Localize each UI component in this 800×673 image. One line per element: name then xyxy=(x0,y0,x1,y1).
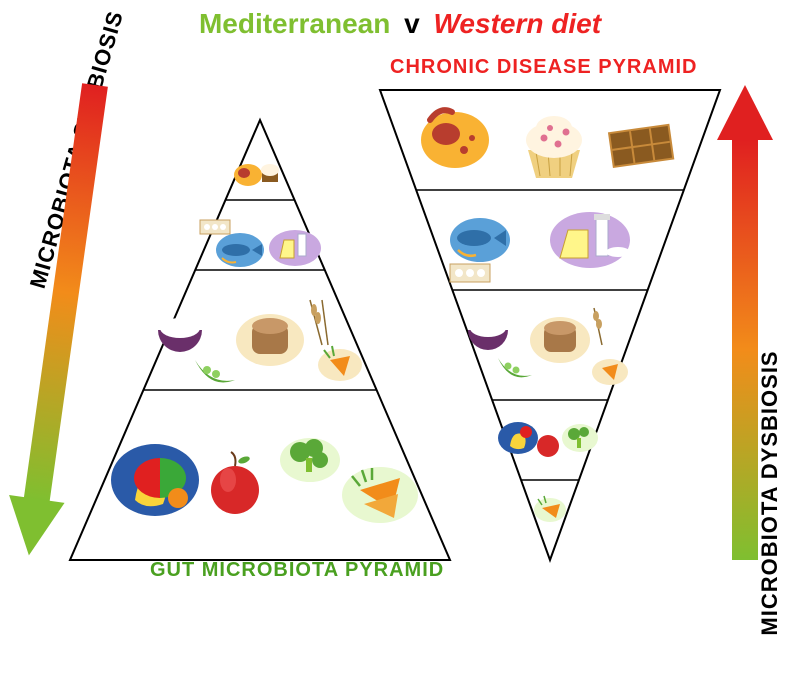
right-pyramid xyxy=(380,90,720,560)
food-apple-icon xyxy=(211,452,259,514)
food-broccoli-icon xyxy=(280,438,340,482)
food-fish-icon xyxy=(450,218,510,262)
food-chocolate-icon xyxy=(608,124,674,168)
food-fish-icon xyxy=(216,233,264,267)
food-carrot-icon xyxy=(342,467,418,523)
right-arrow xyxy=(717,85,773,560)
food-wheat-icon xyxy=(310,300,328,345)
food-pea-icon xyxy=(195,360,235,383)
food-dairy-icon xyxy=(269,230,321,266)
left-arrow xyxy=(1,81,123,559)
food-pea-icon xyxy=(498,358,532,377)
left-pyramid xyxy=(70,120,450,560)
diagram-canvas xyxy=(0,0,800,600)
food-fruit-icon xyxy=(498,422,538,454)
food-broccoli-icon xyxy=(562,424,598,452)
food-wheat-icon xyxy=(593,308,602,345)
food-meat-icon xyxy=(421,110,489,168)
food-bread-icon xyxy=(236,314,304,366)
food-cupcake-icon xyxy=(526,116,582,178)
food-rice-icon xyxy=(158,318,202,352)
food-fruit-icon xyxy=(111,444,199,516)
food-carrot-icon xyxy=(592,359,628,385)
food-dairy-icon xyxy=(550,212,630,268)
food-bread-icon xyxy=(530,317,590,363)
food-eggs-icon xyxy=(450,264,490,282)
food-rice-icon xyxy=(468,319,508,350)
food-carrot-icon xyxy=(534,496,566,522)
food-apple-icon xyxy=(537,435,559,457)
food-meat-icon xyxy=(234,164,262,186)
food-cupcake-icon xyxy=(261,164,279,182)
food-eggs-icon xyxy=(200,220,230,234)
food-carrot-icon xyxy=(318,346,362,381)
